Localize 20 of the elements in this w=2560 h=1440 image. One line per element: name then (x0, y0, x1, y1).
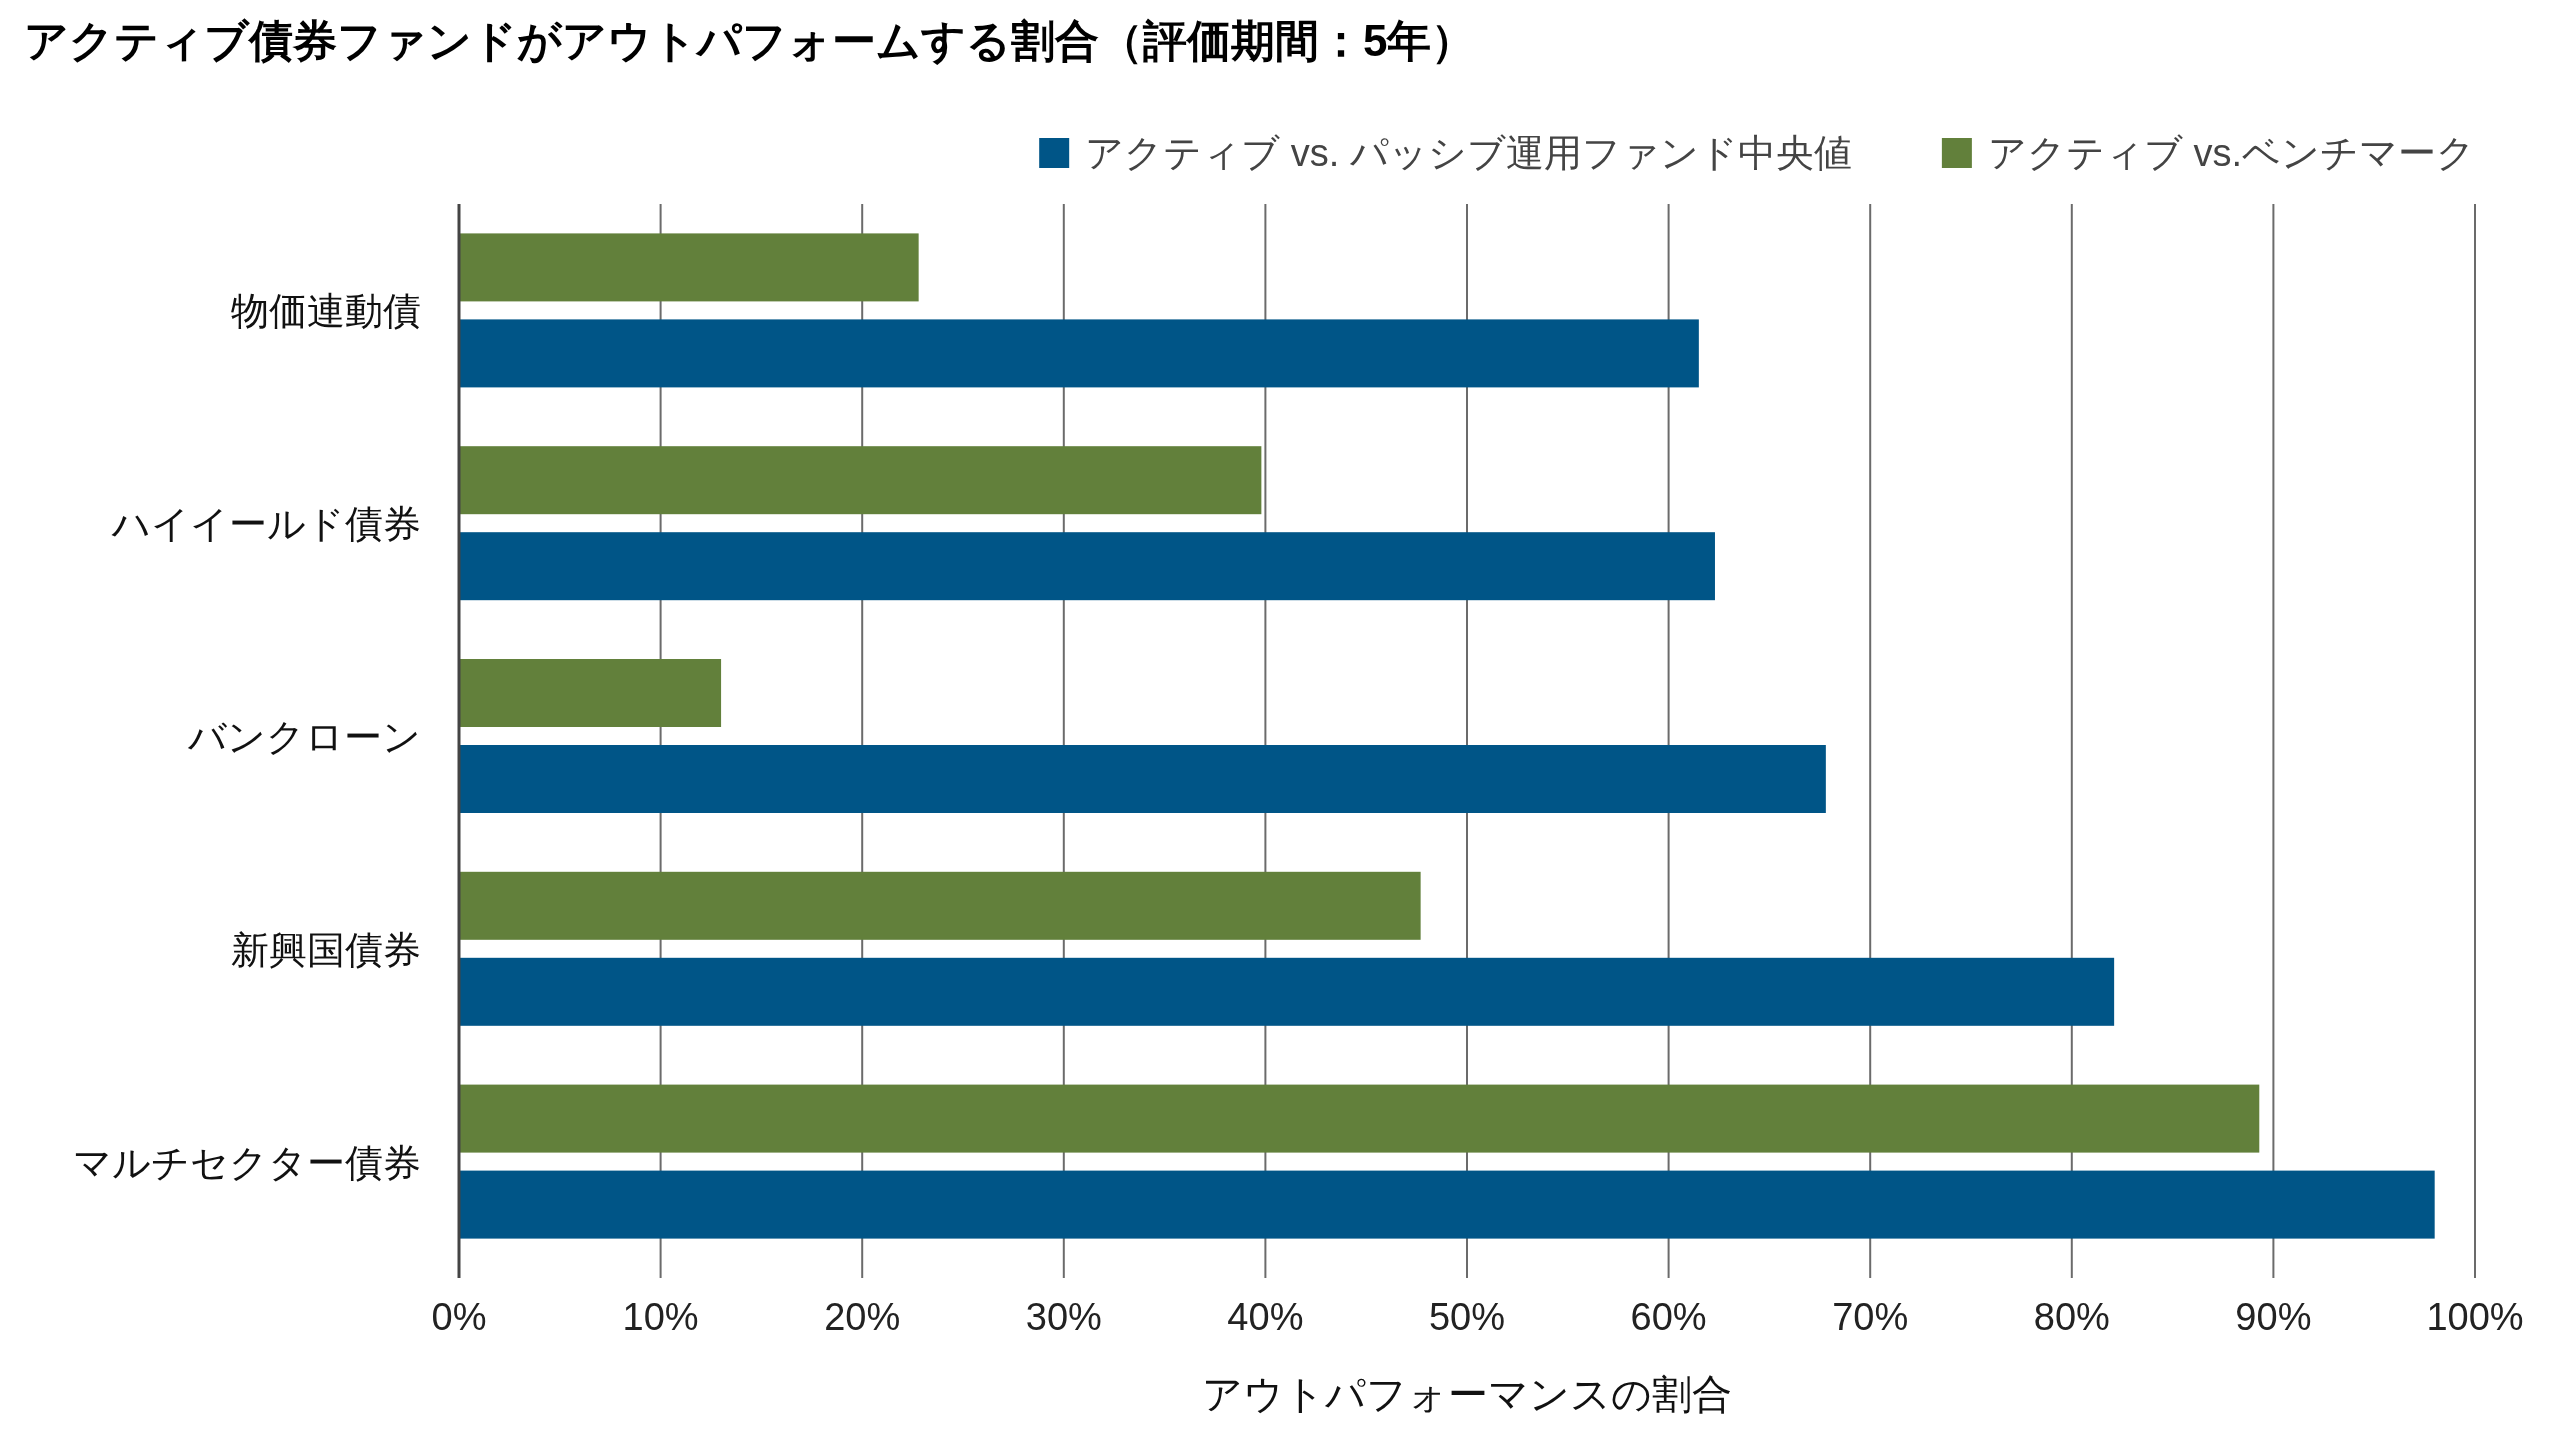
x-tick-label: 20% (824, 1296, 901, 1338)
x-tick-label: 50% (1428, 1296, 1506, 1338)
x-tick-label: 90% (2235, 1296, 2312, 1338)
x-tick-label: 0% (431, 1296, 487, 1338)
y-tick-label: ハイイールド債券 (111, 503, 421, 546)
x-tick-label: 60% (1630, 1296, 1707, 1338)
legend-label: アクティブ vs.ベンチマーク (1987, 132, 2475, 174)
y-tick-label: バンクローン (187, 716, 421, 758)
x-tick-label: 40% (1227, 1296, 1304, 1338)
x-tick-label: 100% (2426, 1296, 2524, 1338)
y-tick-label: 新興国債券 (231, 928, 421, 971)
legend-label: アクティブ vs. パッシブ運用ファンド中央値 (1085, 132, 1852, 174)
xlabel: アウトパフォーマンスの割合 (1202, 1372, 1732, 1416)
x-tick-label: 30% (1025, 1296, 1102, 1338)
y-tick-label: マルチセクター債券 (73, 1141, 421, 1184)
y-tick-label: 物価連動債 (231, 290, 421, 333)
x-tick-label: 70% (1832, 1296, 1909, 1338)
x-tick-label: 10% (622, 1296, 699, 1338)
title: アクティブ債券ファンドがアウトパフォームする割合（評価期間：5年） (24, 16, 1476, 65)
x-tick-label: 80% (2033, 1296, 2110, 1338)
